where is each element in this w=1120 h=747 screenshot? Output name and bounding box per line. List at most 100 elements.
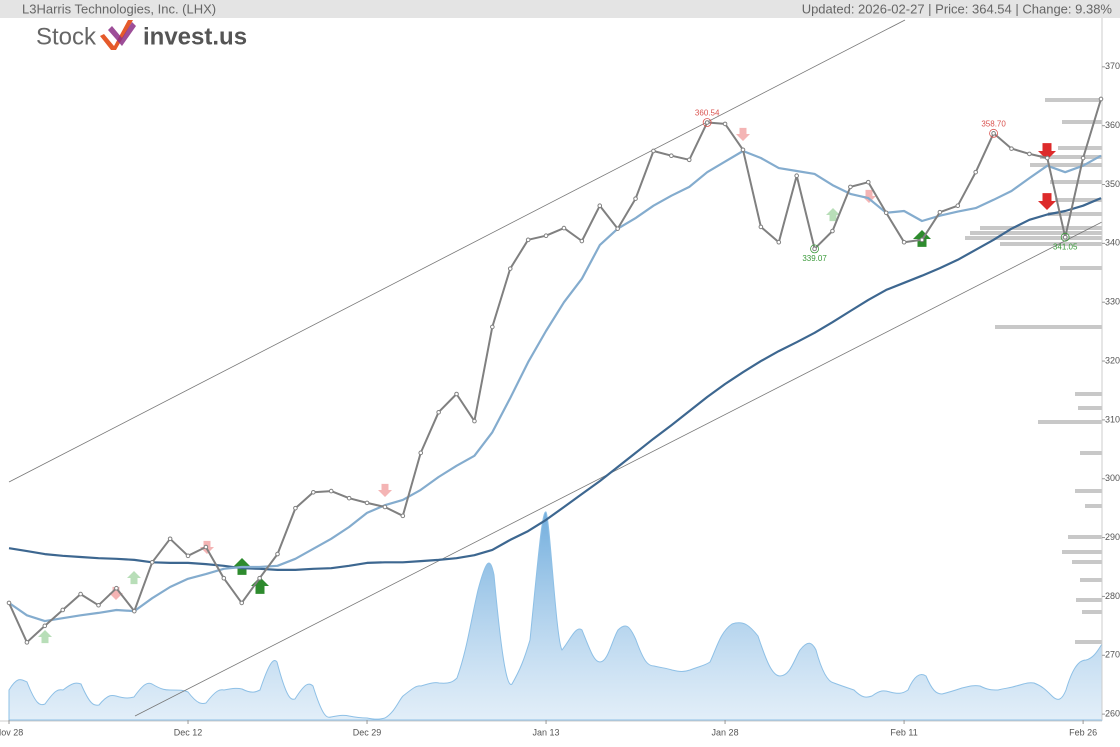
x-tick-label: Dec 29 (353, 727, 382, 737)
point (382, 504, 388, 510)
point (436, 409, 441, 415)
point (991, 131, 996, 136)
point (78, 591, 83, 597)
point (830, 228, 835, 234)
point (633, 196, 638, 201)
point (328, 488, 334, 494)
point (132, 608, 137, 614)
point (507, 266, 513, 271)
point (704, 120, 710, 125)
point-ring (989, 128, 998, 138)
channel-line (134, 221, 1103, 717)
x-tick-label: Feb 26 (1069, 727, 1097, 737)
y-tick-label: 330 (1105, 297, 1120, 307)
point (6, 600, 12, 606)
point (114, 585, 119, 591)
volume-area (8, 511, 1103, 721)
chart-title: L3Harris Technologies, Inc. (LHX) (22, 1, 216, 16)
y-tick-label: 350 (1105, 179, 1120, 189)
chart-subtitle: Updated: 2026-02-27 | Price: 364.54 | Ch… (802, 1, 1113, 16)
point (561, 225, 567, 231)
point (686, 157, 692, 163)
point (400, 513, 406, 519)
point (543, 233, 549, 239)
point (167, 536, 173, 542)
y-tick-label: 290 (1105, 532, 1120, 542)
point (60, 607, 66, 613)
point (1044, 155, 1050, 161)
point (651, 148, 656, 154)
x-tick-label: Jan 28 (712, 727, 739, 737)
point (1062, 234, 1068, 240)
point (24, 640, 30, 645)
point (669, 153, 674, 158)
point (740, 147, 746, 153)
point-ring (702, 118, 712, 127)
point (597, 203, 603, 209)
point (937, 209, 943, 215)
y-tick-label: 260 (1105, 708, 1120, 718)
point (848, 184, 853, 190)
point (275, 551, 280, 557)
point (615, 226, 620, 231)
x-tick-label: Feb 11 (890, 727, 917, 737)
point (185, 553, 191, 559)
point (490, 324, 495, 330)
point (758, 224, 764, 230)
point (973, 169, 978, 175)
point (812, 246, 817, 252)
value-label: 358.70 (981, 119, 1006, 128)
value-label: 360.54 (695, 109, 720, 118)
point (203, 544, 209, 550)
point (919, 237, 925, 243)
point (1009, 146, 1014, 151)
point (901, 239, 907, 245)
point (311, 489, 316, 495)
point (865, 179, 871, 185)
y-tick-label: 360 (1105, 120, 1120, 130)
point (794, 173, 799, 178)
point (257, 575, 262, 581)
series-line (8, 197, 1102, 571)
y-tick-label: 280 (1105, 591, 1120, 601)
point (525, 237, 531, 243)
y-tick-label: 310 (1105, 414, 1120, 424)
point (883, 210, 889, 216)
series-line (8, 98, 1102, 644)
point (293, 505, 298, 511)
series-line (8, 149, 1102, 623)
logo-mark (108, 22, 136, 46)
x-tick-label: Jan 13 (533, 727, 560, 737)
point (1080, 155, 1086, 161)
y-tick-label: 300 (1105, 473, 1120, 483)
point (96, 602, 101, 608)
point-ring (1060, 232, 1070, 242)
point (149, 560, 155, 565)
point (955, 203, 961, 209)
point (776, 239, 782, 245)
point (221, 575, 227, 581)
y-tick-label: 270 (1105, 650, 1120, 660)
x-tick-label: Nov 28 (0, 727, 23, 737)
header-bar (0, 0, 1120, 18)
point (579, 238, 585, 244)
point (42, 623, 48, 629)
x-tick-label: Dec 12 (174, 727, 203, 737)
logo-mark (100, 20, 133, 50)
y-tick-label: 320 (1105, 355, 1120, 365)
point (1098, 96, 1104, 102)
y-tick-label: 340 (1105, 238, 1120, 248)
y-tick-label: 370 (1105, 61, 1120, 71)
point (239, 600, 245, 606)
point (472, 418, 477, 424)
logo-right: invest.us (143, 23, 247, 50)
point (346, 495, 352, 501)
channel-line (8, 19, 906, 483)
value-label: 339.07 (802, 254, 827, 263)
point (454, 391, 459, 397)
point (364, 500, 370, 506)
point (1027, 151, 1032, 157)
logo: Stock invest.us (36, 20, 247, 50)
